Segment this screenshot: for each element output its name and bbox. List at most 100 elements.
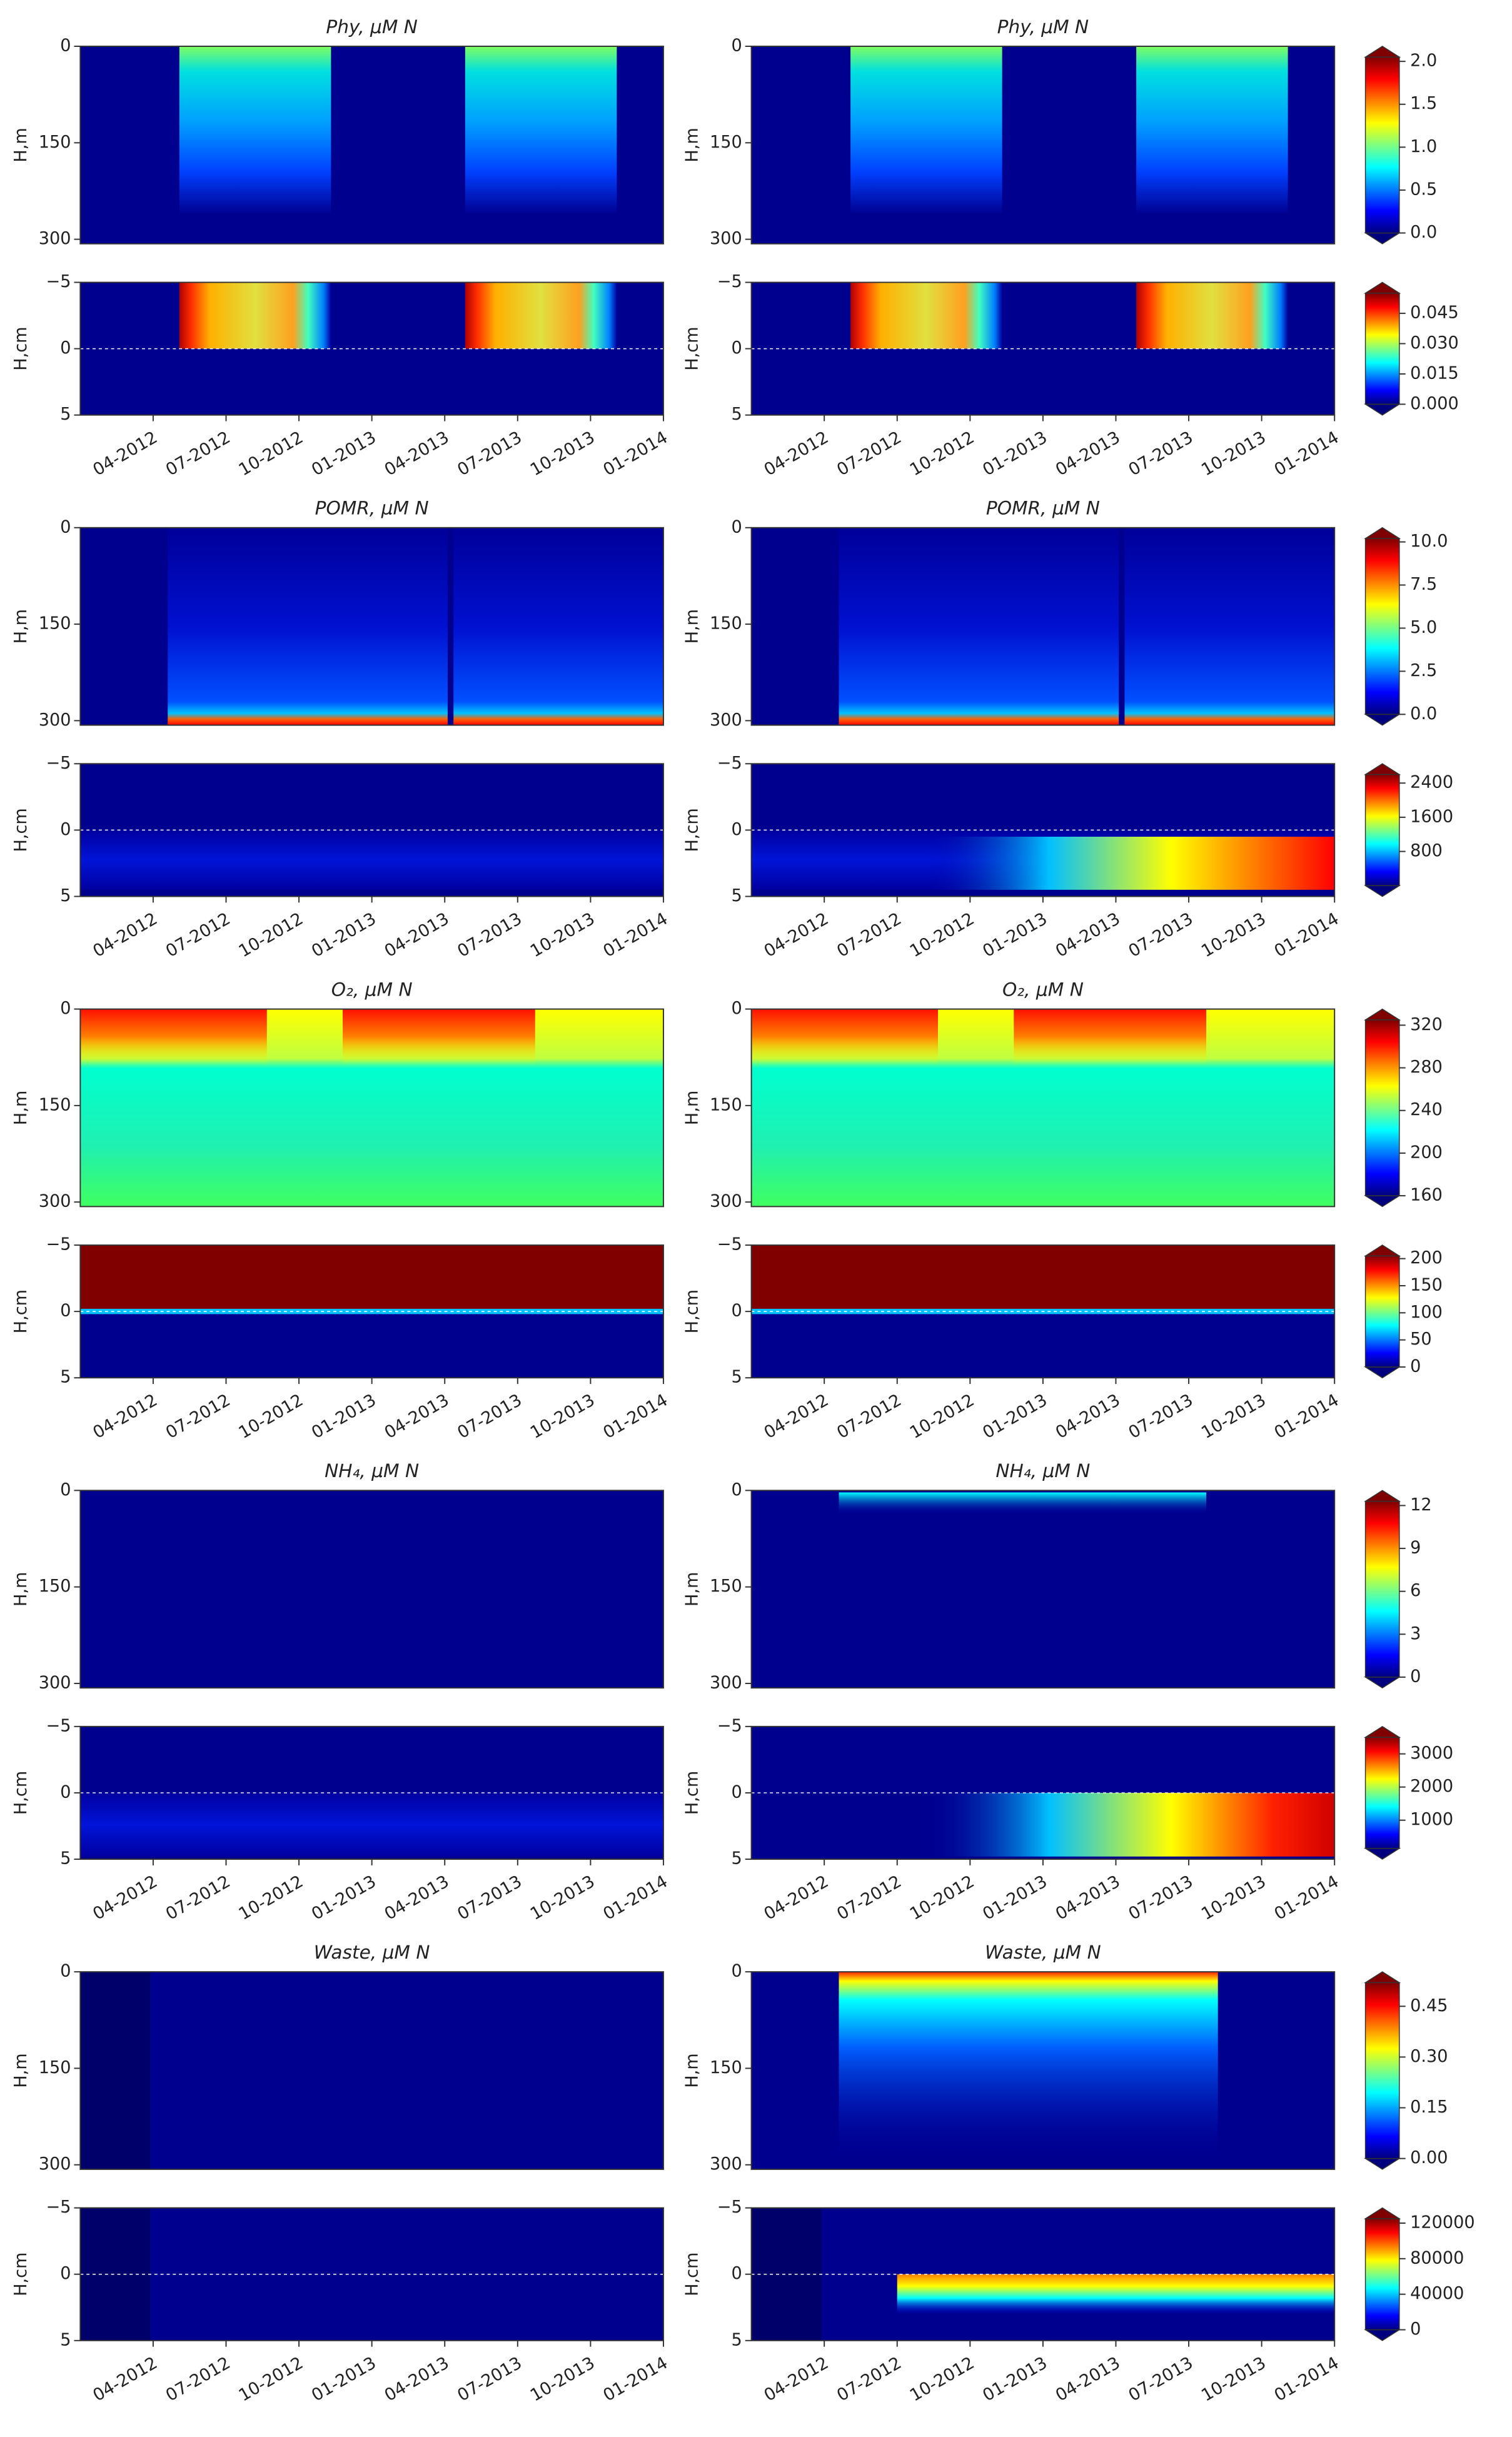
x-tick-label: 07-2012 [834, 1872, 905, 1924]
colorbar-tick-label: 2.0 [1410, 51, 1437, 71]
colorbar-tick-label: 100 [1410, 1303, 1443, 1322]
colorbar [1364, 293, 1400, 405]
panel [750, 46, 1336, 245]
colorbar-cap-top [1364, 1490, 1401, 1502]
y-tick-label: 0 [732, 999, 742, 1018]
colorbar-tick-label: 0.015 [1410, 363, 1459, 383]
field-shade [751, 1245, 1335, 1312]
y-tick-label: 300 [710, 1192, 742, 1211]
x-tick-label: 07-2013 [1126, 1872, 1197, 1924]
field-shade [751, 1009, 939, 1064]
y-tick-label: 0 [60, 999, 71, 1018]
x-tick-label: 07-2013 [454, 1872, 525, 1924]
x-tick-label: 01-2014 [600, 909, 671, 962]
field-shade [80, 1792, 663, 1857]
y-tick-label: 5 [60, 1849, 71, 1869]
x-tick-label: 01-2014 [600, 2353, 671, 2406]
colorbar [1364, 56, 1400, 234]
y-tick-label: −5 [46, 1716, 71, 1735]
x-tick-label: 01-2013 [308, 2353, 380, 2406]
y-axis-label: H,m [11, 1572, 31, 1607]
colorbar-tick-label: 1600 [1410, 807, 1453, 826]
x-tick-label: 10-2012 [907, 2353, 978, 2406]
colorbar-cap-bottom [1364, 232, 1401, 245]
y-tick-label: 0 [732, 2264, 742, 2283]
y-tick-label: 150 [710, 1577, 742, 1596]
x-tick-label: 07-2013 [1126, 909, 1197, 962]
y-tick-label: 0 [60, 2264, 71, 2283]
x-tick-label: 01-2013 [979, 428, 1051, 480]
field-shade [850, 282, 1002, 349]
colorbar-tick-label: 0 [1410, 2319, 1421, 2339]
colorbar-tick-label: 0.000 [1410, 394, 1459, 413]
x-tick-label: 07-2012 [163, 909, 234, 962]
x-tick-label: 04-2013 [381, 428, 453, 480]
y-tick-label: −5 [717, 754, 742, 773]
y-tick-label: 0 [732, 1301, 742, 1321]
colorbar [1364, 1500, 1400, 1678]
panel [79, 1490, 664, 1689]
x-tick-label: 10-2013 [1198, 428, 1269, 480]
panel [79, 2207, 664, 2341]
x-tick-label: 07-2013 [1126, 2353, 1197, 2406]
y-tick-label: 300 [39, 229, 71, 248]
colorbar-tick-label: 0.15 [1410, 2097, 1448, 2117]
y-tick-label: 5 [60, 405, 71, 424]
colorbar [1364, 2218, 1400, 2331]
panel-title: O₂, μM N [331, 979, 413, 1000]
colorbar-cap-top [1364, 1244, 1401, 1257]
panel [750, 1008, 1336, 1208]
x-tick-label: 01-2014 [1271, 1390, 1343, 1443]
y-tick-label: 150 [39, 2058, 71, 2077]
panel-background [80, 1972, 663, 2169]
y-tick-label: 5 [732, 1368, 742, 1387]
x-tick-label: 01-2014 [600, 428, 671, 480]
colorbar-tick-label: 240 [1410, 1100, 1443, 1119]
field-shade [751, 2207, 822, 2341]
y-axis-label: H,cm [682, 808, 702, 852]
x-tick-label: 10-2012 [236, 428, 307, 480]
field-shade [897, 2274, 1335, 2314]
panel-title: POMR, μM N [315, 498, 429, 519]
y-tick-label: 0 [60, 517, 71, 537]
colorbar [1364, 1737, 1400, 1849]
colorbar-tick-label: 1.0 [1410, 137, 1437, 156]
colorbar-cap-top [1364, 527, 1401, 539]
colorbar-cap-bottom [1364, 1195, 1401, 1208]
y-axis-label: H,m [682, 1572, 702, 1607]
colorbar-cap-bottom [1364, 1848, 1401, 1860]
panel-frame [750, 1971, 1336, 2170]
y-axis-label: H,m [11, 1091, 31, 1125]
x-tick-label: 10-2013 [1198, 1872, 1269, 1924]
x-tick-label: 07-2012 [163, 1390, 234, 1443]
field-shade [453, 527, 663, 725]
colorbar-cap-bottom [1364, 714, 1401, 726]
colorbar-tick-label: 7.5 [1410, 575, 1437, 594]
panel-frame [750, 527, 1336, 726]
y-axis-label: H,cm [11, 1289, 31, 1333]
colorbar-tick-label: 12 [1410, 1495, 1432, 1515]
colorbar-cap-bottom [1364, 403, 1401, 416]
y-tick-label: 150 [39, 1577, 71, 1596]
y-tick-label: 5 [732, 405, 742, 424]
panel-frame [750, 1490, 1336, 1689]
x-tick-label: 07-2012 [163, 1872, 234, 1924]
panel-frame [750, 1008, 1336, 1208]
x-tick-label: 04-2013 [1052, 2353, 1124, 2406]
field-shade [926, 1792, 1335, 1857]
y-axis-label: H,m [11, 128, 31, 162]
x-tick-label: 04-2012 [89, 909, 161, 962]
panel [750, 1725, 1336, 1860]
x-tick-label: 01-2013 [979, 909, 1051, 962]
y-axis-label: H,m [682, 128, 702, 162]
y-tick-label: 150 [710, 133, 742, 152]
colorbar-cap-top [1364, 1725, 1401, 1738]
x-tick-label: 04-2013 [381, 1872, 453, 1924]
colorbar-tick-label: 200 [1410, 1248, 1443, 1268]
panel-background [751, 1490, 1335, 1688]
colorbar-tick-label: 3 [1410, 1624, 1421, 1643]
x-tick-label: 10-2012 [236, 1872, 307, 1924]
x-tick-label: 10-2013 [1198, 909, 1269, 962]
